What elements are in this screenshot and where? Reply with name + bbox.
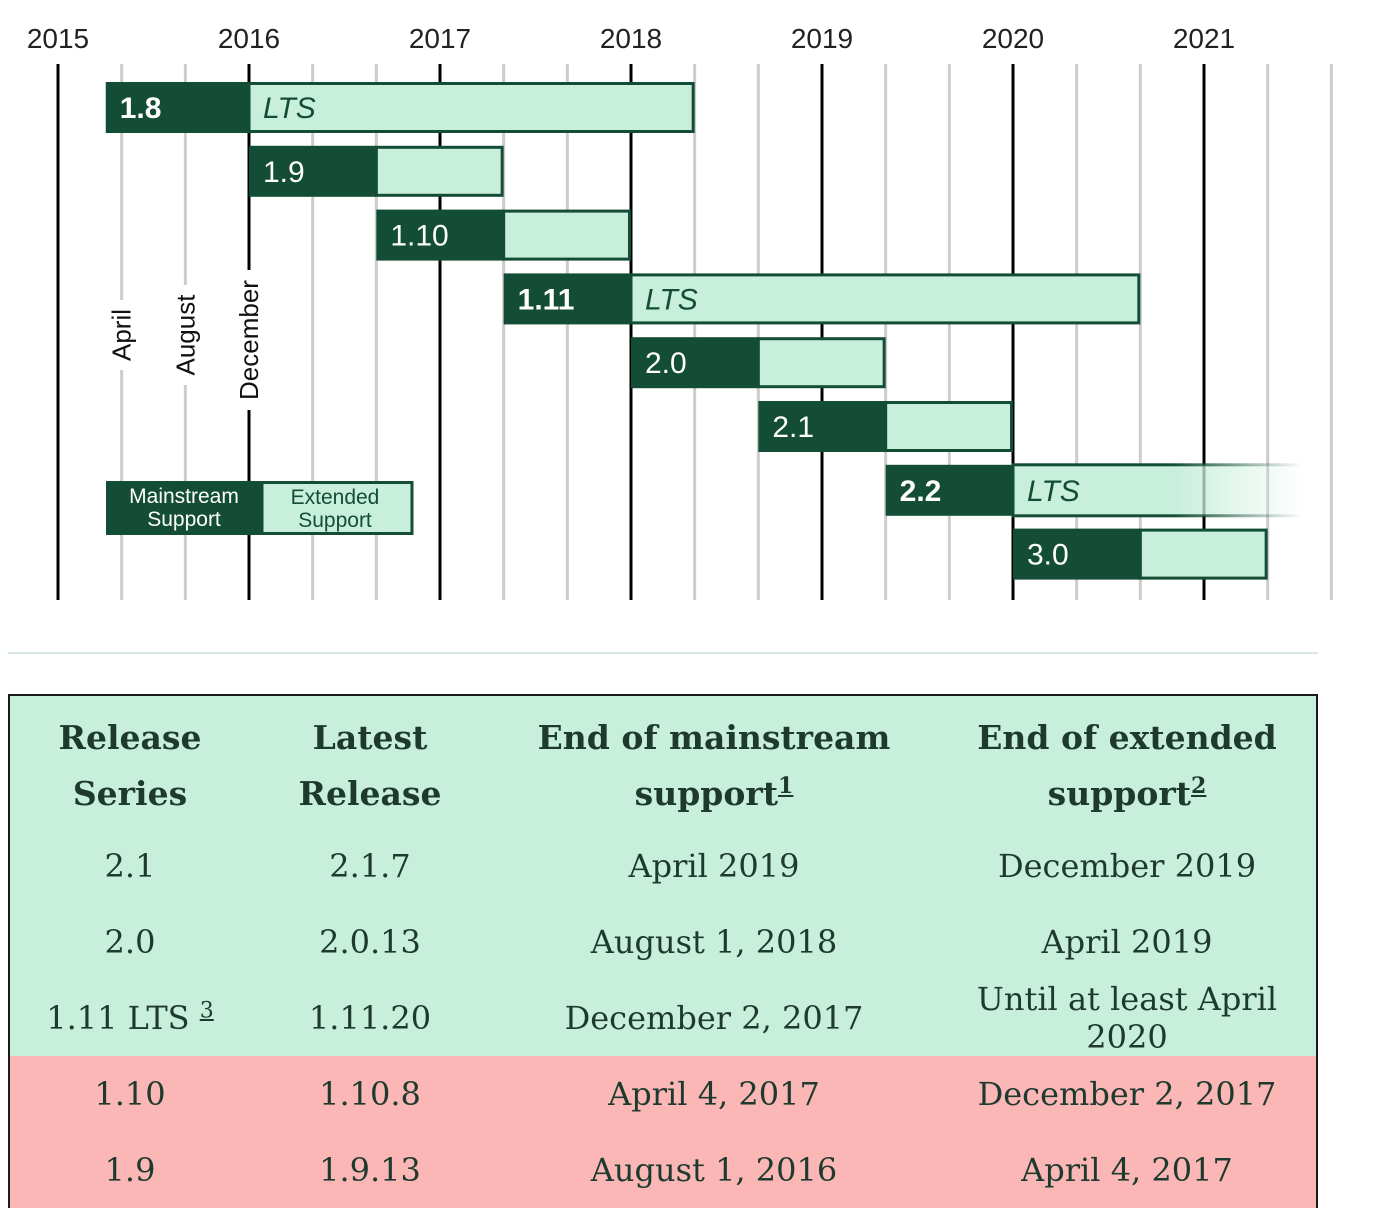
legend-extended-label: Support xyxy=(298,509,372,532)
legend-mainstream-label: Mainstream xyxy=(129,485,239,508)
month-label-bg xyxy=(231,270,267,410)
cell-extended-end: December 2019 xyxy=(997,847,1257,885)
table-row: 1.11 LTS 3 1.11.20 December 2, 2017 Unti… xyxy=(9,980,1317,1056)
mainstream-support-segment xyxy=(249,145,377,197)
month-label: December xyxy=(234,280,264,400)
release-bar-2-2: 2.2 LTS xyxy=(885,463,1304,518)
cell-mainstream-end: August 1, 2016 xyxy=(590,1151,838,1189)
footnote-link-3[interactable]: 3 xyxy=(199,998,214,1024)
cell-mainstream-end: April 4, 2017 xyxy=(608,1075,820,1113)
legend-extended-label: Extended xyxy=(291,486,380,509)
mainstream-support-segment xyxy=(503,273,631,325)
year-label: 2016 xyxy=(218,23,280,54)
cell-latest: 2.1.7 xyxy=(329,847,411,885)
release-bar-1-9: 1.9 xyxy=(249,145,504,197)
table-row: 2.1 2.1.7 April 2019 December 2019 xyxy=(9,828,1317,904)
lts-label: LTS xyxy=(1027,475,1080,508)
cell-extended-end: April 4, 2017 xyxy=(1021,1151,1233,1189)
extended-support-segment xyxy=(1138,528,1268,580)
release-bar-1-11: 1.11 LTS xyxy=(503,273,1141,325)
extended-support-segment xyxy=(502,209,631,261)
release-bar-2-1: 2.1 xyxy=(758,401,1014,452)
release-bar-2-0: 2.0 xyxy=(631,337,886,389)
release-label: 1.11 xyxy=(518,283,575,316)
release-bar-1-10: 1.10 xyxy=(376,209,631,261)
mainstream-support-segment xyxy=(758,401,886,452)
support-table: Release Series Latest Release End of mains… xyxy=(8,694,1318,1208)
legend-extended-swatch xyxy=(260,481,414,535)
mainstream-support-segment xyxy=(885,464,1013,516)
cell-extended-end: April 2019 xyxy=(1041,923,1213,961)
table-row: 1.9 1.9.13 August 1, 2016 April 4, 2017 xyxy=(9,1132,1317,1208)
month-label: April xyxy=(107,309,137,361)
table-row: 2.0 2.0.13 August 1, 2018 April 2019 xyxy=(9,904,1317,980)
extended-support-segment xyxy=(629,273,1141,325)
month-label-bg xyxy=(103,300,140,370)
release-label: 1.10 xyxy=(390,220,448,253)
cell-extended-end: Until at least April 2020 xyxy=(976,980,1278,1056)
release-label: 2.1 xyxy=(772,411,814,444)
extended-support-segment xyxy=(374,145,504,197)
cell-mainstream-end: August 1, 2018 xyxy=(590,923,838,961)
table-header-row: Release Series Latest Release End of mains… xyxy=(9,695,1317,828)
release-label: 2.2 xyxy=(900,475,942,508)
release-label: 3.0 xyxy=(1027,539,1069,572)
year-label: 2018 xyxy=(600,23,662,54)
mainstream-support-segment xyxy=(376,209,504,261)
mainstream-support-segment xyxy=(631,337,759,389)
cell-mainstream-end: December 2, 2017 xyxy=(564,999,864,1037)
cell-series: 1.10 xyxy=(94,1075,166,1113)
cell-extended-end: December 2, 2017 xyxy=(977,1075,1277,1113)
mainstream-support-segment xyxy=(105,82,249,133)
extended-support-segment xyxy=(884,401,1014,452)
cell-latest: 1.10.8 xyxy=(319,1075,421,1113)
legend-mainstream-label: Support xyxy=(147,508,221,531)
release-label: 1.8 xyxy=(120,92,162,125)
release-bar-3-0: 3.0 xyxy=(1013,528,1268,580)
section-divider xyxy=(8,652,1318,654)
cell-mainstream-end: April 2019 xyxy=(628,847,800,885)
year-label: 2019 xyxy=(791,23,853,54)
cell-series: 2.0 xyxy=(104,923,156,961)
month-label-bg xyxy=(167,285,204,385)
lts-label: LTS xyxy=(645,283,698,316)
cell-latest: 1.9.13 xyxy=(319,1151,421,1189)
year-label: 2015 xyxy=(27,23,89,54)
table-row: 1.10 1.10.8 April 4, 2017 December 2, 20… xyxy=(9,1056,1317,1132)
header-end-mainstream: End of mainstream support1 xyxy=(537,718,891,813)
release-timeline-chart: 2015 2016 2017 2018 2019 2020 2021 April August… xyxy=(27,23,1333,600)
extended-support-segment xyxy=(247,82,695,133)
year-label: 2017 xyxy=(409,23,471,54)
lts-label: LTS xyxy=(263,92,316,125)
year-label: 2021 xyxy=(1173,23,1235,54)
legend-mainstream-swatch xyxy=(106,481,262,535)
footnote-link-1[interactable]: 1 xyxy=(778,773,794,799)
release-bar-1-8: 1.8 LTS xyxy=(105,82,695,133)
release-label: 2.0 xyxy=(645,347,687,380)
cell-series: 2.1 xyxy=(104,847,156,885)
header-end-extended: End of extended support2 xyxy=(977,718,1277,813)
release-label: 1.9 xyxy=(263,156,305,189)
cell-series: 1.9 xyxy=(104,1151,156,1189)
mainstream-support-segment xyxy=(1013,528,1141,580)
month-label: August xyxy=(170,294,200,376)
header-release-series: Release Series xyxy=(58,718,202,813)
cell-latest: 1.11.20 xyxy=(308,999,432,1037)
year-label: 2020 xyxy=(982,23,1044,54)
extended-support-segment xyxy=(756,337,886,389)
header-latest-release: Latest Release xyxy=(298,718,442,813)
cell-latest: 2.0.13 xyxy=(319,923,421,961)
footnote-link-2[interactable]: 2 xyxy=(1191,773,1207,799)
cell-series: 1.11 LTS 3 xyxy=(46,998,214,1037)
